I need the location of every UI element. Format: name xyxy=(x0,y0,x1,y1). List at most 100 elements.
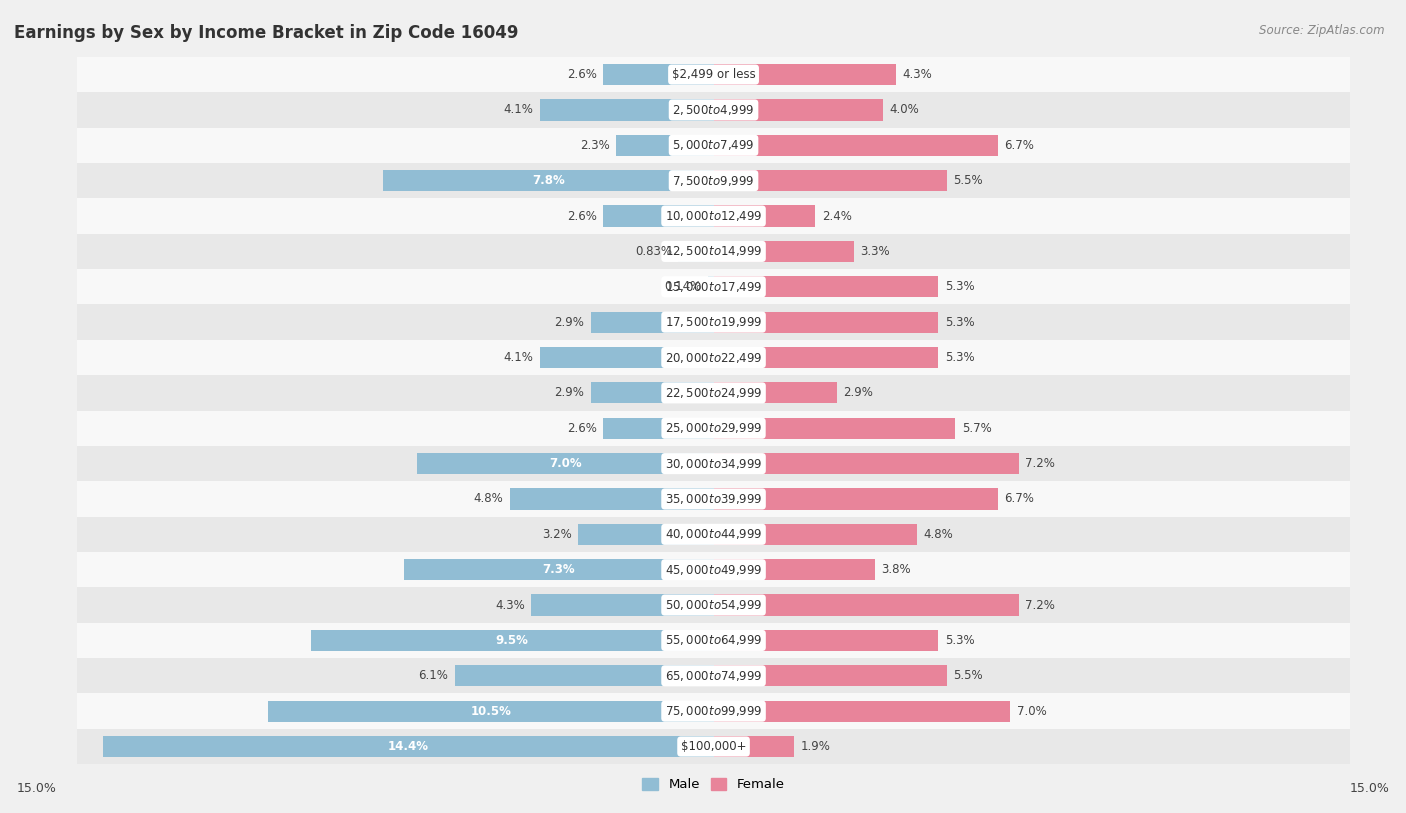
Text: 2.9%: 2.9% xyxy=(844,386,873,399)
Bar xyxy=(714,64,896,85)
Text: 4.1%: 4.1% xyxy=(503,351,533,364)
Bar xyxy=(382,170,714,191)
Bar xyxy=(416,453,714,474)
Bar xyxy=(714,489,998,510)
Text: 2.6%: 2.6% xyxy=(567,210,598,223)
Bar xyxy=(103,736,714,757)
Text: 2.3%: 2.3% xyxy=(579,139,610,152)
Text: 0.14%: 0.14% xyxy=(664,280,702,293)
Bar xyxy=(714,241,853,262)
Bar xyxy=(77,481,1350,517)
Bar xyxy=(510,489,714,510)
Text: 7.0%: 7.0% xyxy=(1017,705,1046,718)
Bar xyxy=(77,163,1350,198)
Text: $65,000 to $74,999: $65,000 to $74,999 xyxy=(665,669,762,683)
Bar xyxy=(714,135,998,156)
Bar xyxy=(77,693,1350,729)
Text: 4.3%: 4.3% xyxy=(903,68,932,81)
Bar xyxy=(404,559,714,580)
Text: 2.4%: 2.4% xyxy=(821,210,852,223)
Text: 7.2%: 7.2% xyxy=(1025,457,1054,470)
Text: 4.0%: 4.0% xyxy=(890,103,920,116)
Text: $15,000 to $17,499: $15,000 to $17,499 xyxy=(665,280,762,293)
Bar xyxy=(714,665,946,686)
Bar xyxy=(714,701,1011,722)
Bar xyxy=(77,411,1350,446)
Bar xyxy=(77,57,1350,92)
Bar xyxy=(714,170,946,191)
Text: $2,500 to $4,999: $2,500 to $4,999 xyxy=(672,103,755,117)
Bar xyxy=(77,729,1350,764)
Bar xyxy=(591,382,714,403)
Text: 4.1%: 4.1% xyxy=(503,103,533,116)
Text: 7.0%: 7.0% xyxy=(548,457,582,470)
Bar xyxy=(714,311,938,333)
Bar xyxy=(77,128,1350,163)
Bar xyxy=(77,340,1350,375)
Text: $55,000 to $64,999: $55,000 to $64,999 xyxy=(665,633,762,647)
Bar xyxy=(77,92,1350,128)
Bar xyxy=(77,552,1350,587)
Text: 5.3%: 5.3% xyxy=(945,351,974,364)
Bar xyxy=(616,135,714,156)
Text: $35,000 to $39,999: $35,000 to $39,999 xyxy=(665,492,762,506)
Bar xyxy=(77,269,1350,304)
Text: $50,000 to $54,999: $50,000 to $54,999 xyxy=(665,598,762,612)
Text: $40,000 to $44,999: $40,000 to $44,999 xyxy=(665,528,762,541)
Text: 5.3%: 5.3% xyxy=(945,315,974,328)
Bar xyxy=(707,276,714,298)
Text: $17,500 to $19,999: $17,500 to $19,999 xyxy=(665,315,762,329)
Text: $30,000 to $34,999: $30,000 to $34,999 xyxy=(665,457,762,471)
Bar xyxy=(714,206,815,227)
Text: 2.6%: 2.6% xyxy=(567,68,598,81)
Bar xyxy=(603,418,714,439)
Text: 15.0%: 15.0% xyxy=(17,782,56,795)
Bar xyxy=(77,517,1350,552)
Text: 1.9%: 1.9% xyxy=(800,740,831,753)
Text: 15.0%: 15.0% xyxy=(1350,782,1389,795)
Legend: Male, Female: Male, Female xyxy=(637,772,790,797)
Bar xyxy=(603,64,714,85)
Bar xyxy=(714,347,938,368)
Text: $7,500 to $9,999: $7,500 to $9,999 xyxy=(672,174,755,188)
Text: 3.2%: 3.2% xyxy=(541,528,571,541)
Text: 2.6%: 2.6% xyxy=(567,422,598,435)
Text: 9.5%: 9.5% xyxy=(496,634,529,647)
Text: 7.3%: 7.3% xyxy=(543,563,575,576)
Bar xyxy=(714,276,938,298)
Bar xyxy=(714,382,837,403)
Text: Earnings by Sex by Income Bracket in Zip Code 16049: Earnings by Sex by Income Bracket in Zip… xyxy=(14,24,519,42)
Text: 4.3%: 4.3% xyxy=(495,598,524,611)
Text: $2,499 or less: $2,499 or less xyxy=(672,68,755,81)
Text: 3.8%: 3.8% xyxy=(882,563,911,576)
Bar xyxy=(714,736,794,757)
Bar xyxy=(714,524,917,545)
Text: 7.8%: 7.8% xyxy=(531,174,564,187)
Text: $100,000+: $100,000+ xyxy=(681,740,747,753)
Text: 6.7%: 6.7% xyxy=(1004,139,1033,152)
Text: $25,000 to $29,999: $25,000 to $29,999 xyxy=(665,421,762,435)
Bar xyxy=(578,524,714,545)
Text: $10,000 to $12,499: $10,000 to $12,499 xyxy=(665,209,762,223)
Bar xyxy=(77,659,1350,693)
Bar xyxy=(714,418,955,439)
Bar xyxy=(540,347,714,368)
Text: 2.9%: 2.9% xyxy=(554,315,583,328)
Text: $12,500 to $14,999: $12,500 to $14,999 xyxy=(665,245,762,259)
Bar xyxy=(77,587,1350,623)
Text: 6.1%: 6.1% xyxy=(419,669,449,682)
Text: 7.2%: 7.2% xyxy=(1025,598,1054,611)
Text: 4.8%: 4.8% xyxy=(474,493,503,506)
Text: 2.9%: 2.9% xyxy=(554,386,583,399)
Text: 0.83%: 0.83% xyxy=(636,245,672,258)
Text: Source: ZipAtlas.com: Source: ZipAtlas.com xyxy=(1260,24,1385,37)
Bar xyxy=(77,304,1350,340)
Text: 5.5%: 5.5% xyxy=(953,669,983,682)
Text: 4.8%: 4.8% xyxy=(924,528,953,541)
Bar xyxy=(714,559,875,580)
Bar xyxy=(678,241,714,262)
Text: 5.5%: 5.5% xyxy=(953,174,983,187)
Text: $20,000 to $22,499: $20,000 to $22,499 xyxy=(665,350,762,364)
Text: $45,000 to $49,999: $45,000 to $49,999 xyxy=(665,563,762,576)
Bar xyxy=(714,453,1019,474)
